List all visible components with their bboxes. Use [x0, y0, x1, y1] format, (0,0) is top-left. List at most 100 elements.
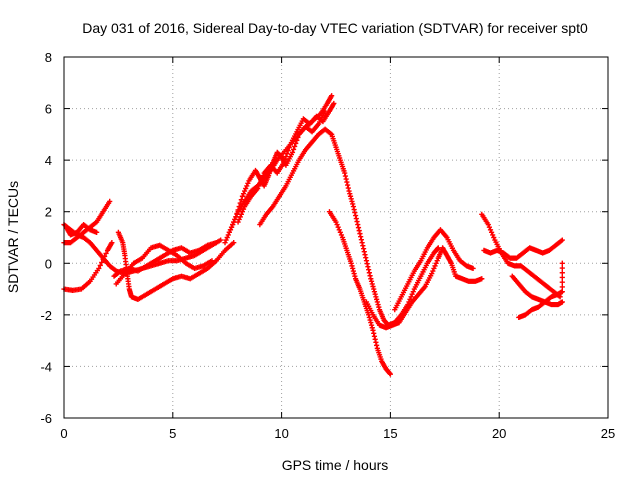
- data-point: [348, 260, 354, 266]
- data-point: [234, 210, 240, 217]
- data-point: [102, 253, 108, 260]
- data-point: [358, 237, 364, 243]
- data-point: [356, 228, 362, 234]
- data-point: [491, 234, 497, 241]
- data-point: [286, 145, 292, 151]
- data-point: [222, 240, 228, 246]
- data-point: [349, 198, 355, 204]
- data-point: [349, 263, 355, 269]
- data-point: [94, 229, 100, 235]
- data-point: [354, 218, 360, 225]
- data-point: [366, 314, 372, 321]
- data-point: [107, 198, 113, 204]
- data-point: [559, 237, 565, 243]
- data-point: [371, 286, 377, 292]
- data-point: [353, 215, 359, 222]
- data-point: [434, 246, 441, 252]
- data-point: [359, 240, 365, 246]
- data-point: [228, 224, 235, 230]
- data-point: [292, 143, 298, 149]
- data-point: [351, 206, 357, 213]
- data-point: [225, 232, 231, 238]
- data-point: [346, 188, 352, 194]
- series-arc-e: [115, 229, 237, 302]
- data-point: [363, 258, 370, 264]
- data-point: [366, 270, 372, 276]
- data-point: [209, 258, 215, 264]
- data-point: [559, 274, 565, 281]
- data-point: [285, 148, 291, 154]
- data-point: [290, 146, 297, 152]
- data-point: [360, 246, 367, 252]
- y-tick-label: 4: [45, 153, 52, 168]
- data-point: [370, 327, 376, 333]
- data-point: [350, 265, 356, 272]
- data-point: [371, 333, 378, 339]
- data-point: [347, 191, 353, 197]
- data-point: [490, 232, 496, 238]
- chart-title: Day 031 of 2016, Sidereal Day-to-day VTE…: [82, 20, 588, 36]
- data-point: [350, 201, 356, 207]
- y-tick-label: 6: [45, 102, 52, 117]
- data-point: [348, 196, 354, 202]
- data-point: [479, 276, 485, 282]
- data-point: [559, 270, 565, 276]
- data-point: [331, 100, 337, 107]
- data-point: [238, 197, 244, 203]
- data-point: [374, 296, 380, 302]
- data-point: [371, 289, 378, 295]
- data-point: [335, 224, 341, 230]
- data-point: [236, 216, 242, 223]
- data-point: [559, 260, 565, 266]
- data-point: [374, 342, 380, 348]
- data-point: [368, 319, 374, 326]
- data-point: [374, 299, 380, 305]
- data-point: [345, 185, 351, 191]
- data-point: [355, 222, 361, 228]
- data-point: [361, 249, 367, 255]
- data-point: [363, 255, 369, 261]
- data-point: [350, 268, 357, 274]
- data-point: [218, 237, 224, 243]
- data-point: [372, 291, 378, 297]
- series-arc-o: [479, 211, 563, 300]
- data-point: [281, 160, 287, 166]
- data-point: [223, 237, 229, 243]
- data-point: [342, 173, 349, 179]
- data-point: [355, 225, 362, 231]
- data-point: [236, 203, 242, 210]
- data-point: [365, 264, 371, 270]
- data-point: [352, 273, 358, 279]
- data-point: [283, 154, 289, 160]
- data-point: [487, 227, 494, 233]
- data-point: [559, 284, 565, 290]
- data-point: [559, 289, 565, 295]
- grid-lines: [64, 57, 608, 418]
- data-point: [347, 193, 354, 199]
- series-arc-j: [235, 100, 337, 225]
- data-point: [375, 301, 381, 308]
- data-point: [366, 312, 372, 318]
- data-point: [367, 273, 373, 279]
- data-markers: [61, 93, 565, 377]
- data-point: [352, 212, 359, 219]
- data-point: [387, 371, 393, 377]
- data-point: [342, 170, 348, 176]
- data-point: [289, 149, 296, 156]
- data-point: [99, 259, 105, 266]
- data-point: [435, 245, 441, 251]
- y-tick-label: -6: [40, 411, 52, 426]
- data-point: [337, 229, 343, 235]
- y-tick-label: 0: [45, 256, 52, 271]
- series-arc-n: [392, 227, 476, 313]
- data-point: [294, 137, 300, 143]
- data-point: [373, 339, 379, 345]
- series-arc-l: [326, 209, 393, 377]
- data-point: [368, 322, 375, 328]
- x-tick-label: 15: [383, 426, 397, 441]
- data-point: [237, 200, 243, 206]
- series-arc-q: [509, 273, 565, 308]
- data-point: [230, 222, 236, 228]
- data-point: [358, 234, 364, 240]
